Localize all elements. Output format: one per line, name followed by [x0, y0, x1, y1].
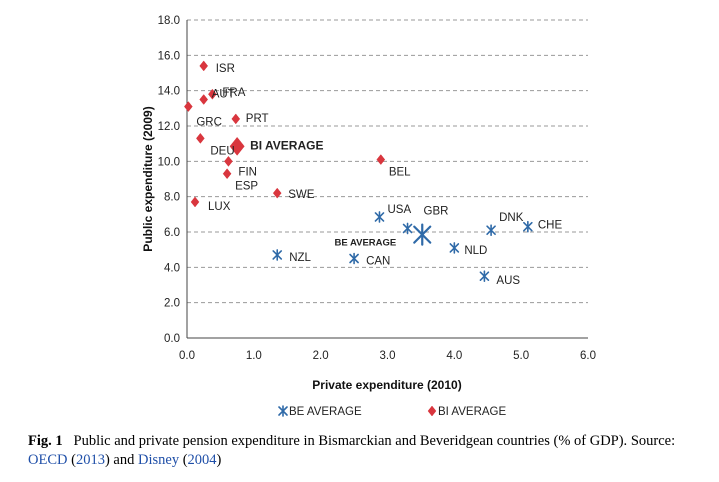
- y-tick-labels: 0.0 2.0 4.0 6.0 8.0 10.0 12.0 14.0 16.0 18.0: [158, 15, 180, 345]
- x-tick-label: 5.0: [513, 350, 529, 362]
- point-label-lux: LUX: [208, 201, 231, 213]
- y-tick-label: 16.0: [158, 50, 180, 62]
- point-label-dnk: DNK: [499, 212, 524, 224]
- point-label-fra: FRA: [222, 87, 245, 99]
- point-can: [349, 252, 359, 265]
- reference-oecd-open: (: [71, 452, 76, 468]
- legend-label-be-average: BE AVERAGE: [289, 406, 362, 418]
- y-tick-label: 2.0: [164, 298, 180, 310]
- point-nld: [449, 242, 460, 254]
- point-label-aut: AUT: [212, 89, 235, 101]
- caption-text: Public and private pension expenditure i…: [73, 433, 628, 449]
- point-label-be-average: BE AVERAGE: [334, 238, 396, 249]
- point-deu: [196, 132, 205, 144]
- caption-joiner: and: [113, 452, 135, 468]
- scatter-chart: 0.0 2.0 4.0 6.0 8.0 10.0 12.0 14.0 16.0 18.0 0.0 1…: [141, 15, 596, 418]
- point-dnk: [486, 224, 496, 237]
- point-isr: [199, 60, 209, 72]
- reference-disney-close: ): [216, 452, 222, 468]
- point-grc: [184, 101, 193, 112]
- point-label-nzl: NZL: [289, 252, 311, 264]
- point-esp: [222, 168, 232, 180]
- caption-source-prefix: Source:: [630, 433, 676, 449]
- point-label-nld: NLD: [464, 245, 487, 257]
- legend-marker-be-average: [278, 405, 288, 417]
- figure-number: Fig. 1: [28, 433, 63, 449]
- axes: [186, 20, 588, 339]
- point-label-grc: GRC: [196, 117, 222, 129]
- y-tick-label: 18.0: [158, 15, 180, 27]
- reference-disney-link[interactable]: Disney: [137, 452, 180, 468]
- legend: BE AVERAGE BI AVERAGE: [278, 405, 507, 418]
- point-gbr: [402, 222, 413, 235]
- legend-label-bi-average: BI AVERAGE: [438, 406, 507, 418]
- y-tick-label: 6.0: [164, 227, 180, 239]
- y-tick-label: 10.0: [158, 156, 180, 168]
- point-label-bi-average: BI AVERAGE: [250, 138, 323, 152]
- x-tick-label: 0.0: [179, 350, 195, 362]
- y-tick-label: 14.0: [158, 86, 180, 98]
- point-aus: [479, 270, 490, 282]
- point-aut: [199, 94, 209, 105]
- point-usa: [374, 211, 385, 223]
- reference-disney-open: (: [182, 452, 188, 468]
- point-swe: [272, 187, 282, 199]
- x-tick-label: 3.0: [380, 350, 396, 362]
- gridlines: [187, 19, 588, 304]
- point-bel: [376, 154, 386, 165]
- point-label-che: CHE: [538, 220, 563, 232]
- point-bi-average: [229, 136, 245, 156]
- reference-oecd-year-link[interactable]: 2013: [75, 452, 105, 468]
- x-tick-labels: 0.0 1.0 2.0 3.0 4.0 5.0 6.0: [179, 350, 596, 362]
- x-tick-label: 1.0: [246, 350, 262, 362]
- x-axis-label: Private expenditure (2010): [312, 378, 461, 392]
- point-label-can: CAN: [366, 256, 390, 268]
- point-label-swe: SWE: [288, 189, 315, 201]
- figure-caption: Fig. 1 Public and private pension expend…: [28, 432, 708, 470]
- reference-oecd-close: ): [104, 452, 110, 468]
- y-axis-label: Public expenditure (2009): [141, 106, 155, 251]
- point-label-deu: DEU: [210, 145, 234, 157]
- y-tick-label: 12.0: [158, 121, 180, 133]
- data-points: [184, 60, 533, 282]
- point-label-isr: ISR: [216, 63, 235, 75]
- y-tick-label: 8.0: [164, 192, 180, 204]
- reference-disney-year-link[interactable]: 2004: [187, 452, 217, 468]
- x-tick-label: 4.0: [446, 350, 462, 362]
- point-label-fin: FIN: [238, 166, 257, 178]
- point-be-average: [413, 223, 432, 246]
- reference-oecd-link[interactable]: OECD: [28, 452, 68, 468]
- point-nzl: [272, 249, 283, 261]
- point-prt: [231, 113, 241, 125]
- point-label-gbr: GBR: [424, 205, 449, 217]
- point-label-bel: BEL: [389, 167, 411, 179]
- point-label-prt: PRT: [246, 113, 269, 125]
- x-tick-label: 6.0: [580, 350, 596, 362]
- point-label-esp: ESP: [235, 181, 258, 193]
- y-tick-label: 0.0: [164, 333, 180, 345]
- point-fra: [208, 88, 217, 100]
- point-labels: USA GBR DNK CHE NLD NZL CAN AUS BE AVERAGE ISR FRA…: [196, 63, 562, 287]
- point-label-aus: AUS: [496, 275, 520, 287]
- x-tick-label: 2.0: [313, 350, 329, 362]
- legend-marker-bi-average: [427, 405, 437, 417]
- point-fin: [224, 155, 233, 167]
- point-label-usa: USA: [387, 204, 411, 216]
- point-lux: [190, 196, 200, 208]
- y-tick-label: 4.0: [164, 262, 180, 274]
- point-che: [523, 220, 533, 233]
